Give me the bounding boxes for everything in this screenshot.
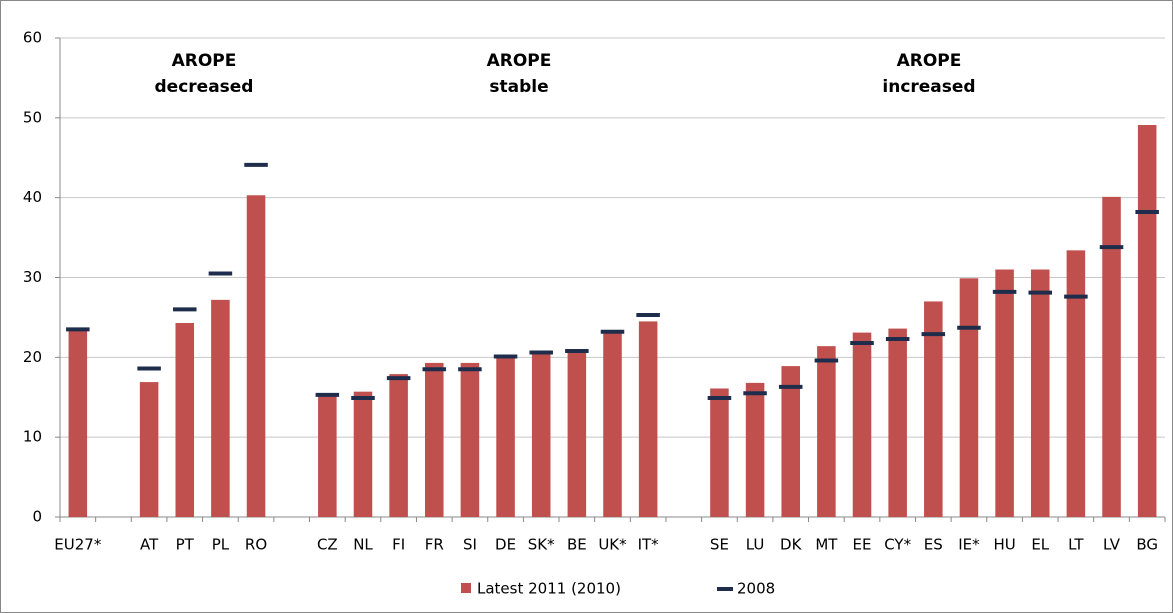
x-tick-label: EE xyxy=(853,536,872,554)
bar xyxy=(246,195,266,517)
bar xyxy=(425,362,444,517)
bar xyxy=(531,352,551,517)
bar xyxy=(995,269,1014,517)
x-tick-label: EU27* xyxy=(54,536,102,554)
bar xyxy=(211,299,230,517)
x-tick-label: DK xyxy=(780,536,803,554)
bar xyxy=(924,301,943,517)
x-tick-label: SI xyxy=(463,536,477,554)
bar xyxy=(460,362,480,517)
annotation: stable xyxy=(489,77,548,97)
bar xyxy=(1030,269,1050,517)
x-tick-label: EL xyxy=(1031,536,1049,554)
y-tick-label: 40 xyxy=(23,188,42,206)
x-tick-label: CZ xyxy=(317,536,338,554)
annotation: decreased xyxy=(155,77,254,97)
bar xyxy=(318,394,337,517)
x-tick-label: LU xyxy=(746,536,765,554)
y-tick-label: 60 xyxy=(23,29,42,47)
x-tick-label: IE* xyxy=(958,536,980,554)
annotation: AROPE xyxy=(897,51,962,71)
bar xyxy=(1102,196,1121,517)
y-tick-label: 20 xyxy=(23,348,42,366)
bar xyxy=(852,332,872,517)
x-tick-label: FR xyxy=(425,536,444,554)
bar xyxy=(888,328,907,517)
bar xyxy=(496,358,515,517)
bar xyxy=(959,278,979,517)
y-tick-label: 50 xyxy=(23,108,42,126)
x-tick-label: SK* xyxy=(528,536,555,554)
x-tick-label: LT xyxy=(1068,536,1084,554)
x-tick-label: IT* xyxy=(638,536,660,554)
bar xyxy=(710,388,729,517)
bar xyxy=(68,328,88,517)
bar xyxy=(389,374,408,517)
x-tick-label: BG xyxy=(1136,536,1158,554)
x-tick-label: NL xyxy=(353,536,373,554)
annotation: increased xyxy=(882,77,975,97)
bar xyxy=(781,366,800,517)
bar xyxy=(638,321,658,517)
bar xyxy=(139,382,159,517)
x-tick-label: HU xyxy=(993,536,1015,554)
x-tick-label: AT xyxy=(140,536,159,554)
legend-swatch xyxy=(461,583,471,593)
bar xyxy=(603,332,622,517)
x-tick-label: CY* xyxy=(884,536,911,554)
x-tick-label: LV xyxy=(1103,536,1121,554)
bar xyxy=(817,346,836,517)
x-tick-label: DE xyxy=(495,536,516,554)
y-tick-label: 10 xyxy=(23,428,42,446)
bar xyxy=(745,382,765,517)
x-tick-label: UK* xyxy=(598,536,627,554)
bar xyxy=(567,349,587,517)
x-tick-label: MT xyxy=(815,536,838,554)
bar xyxy=(1066,250,1086,517)
annotation: AROPE xyxy=(487,51,552,71)
bar xyxy=(175,323,195,517)
x-tick-label: BE xyxy=(567,536,587,554)
x-tick-label: RO xyxy=(245,536,267,554)
x-tick-label: SE xyxy=(710,536,729,554)
annotation: AROPE xyxy=(172,51,237,71)
x-tick-label: ES xyxy=(924,536,943,554)
legend-label: Latest 2011 (2010) xyxy=(477,580,621,598)
x-tick-label: PT xyxy=(176,536,195,554)
legend-label: 2008 xyxy=(737,580,775,598)
bar xyxy=(1137,125,1157,517)
y-tick-label: 30 xyxy=(23,268,42,286)
x-tick-label: PL xyxy=(212,536,230,554)
x-tick-label: FI xyxy=(392,536,405,554)
y-tick-label: 0 xyxy=(32,508,42,526)
bar xyxy=(353,391,373,517)
